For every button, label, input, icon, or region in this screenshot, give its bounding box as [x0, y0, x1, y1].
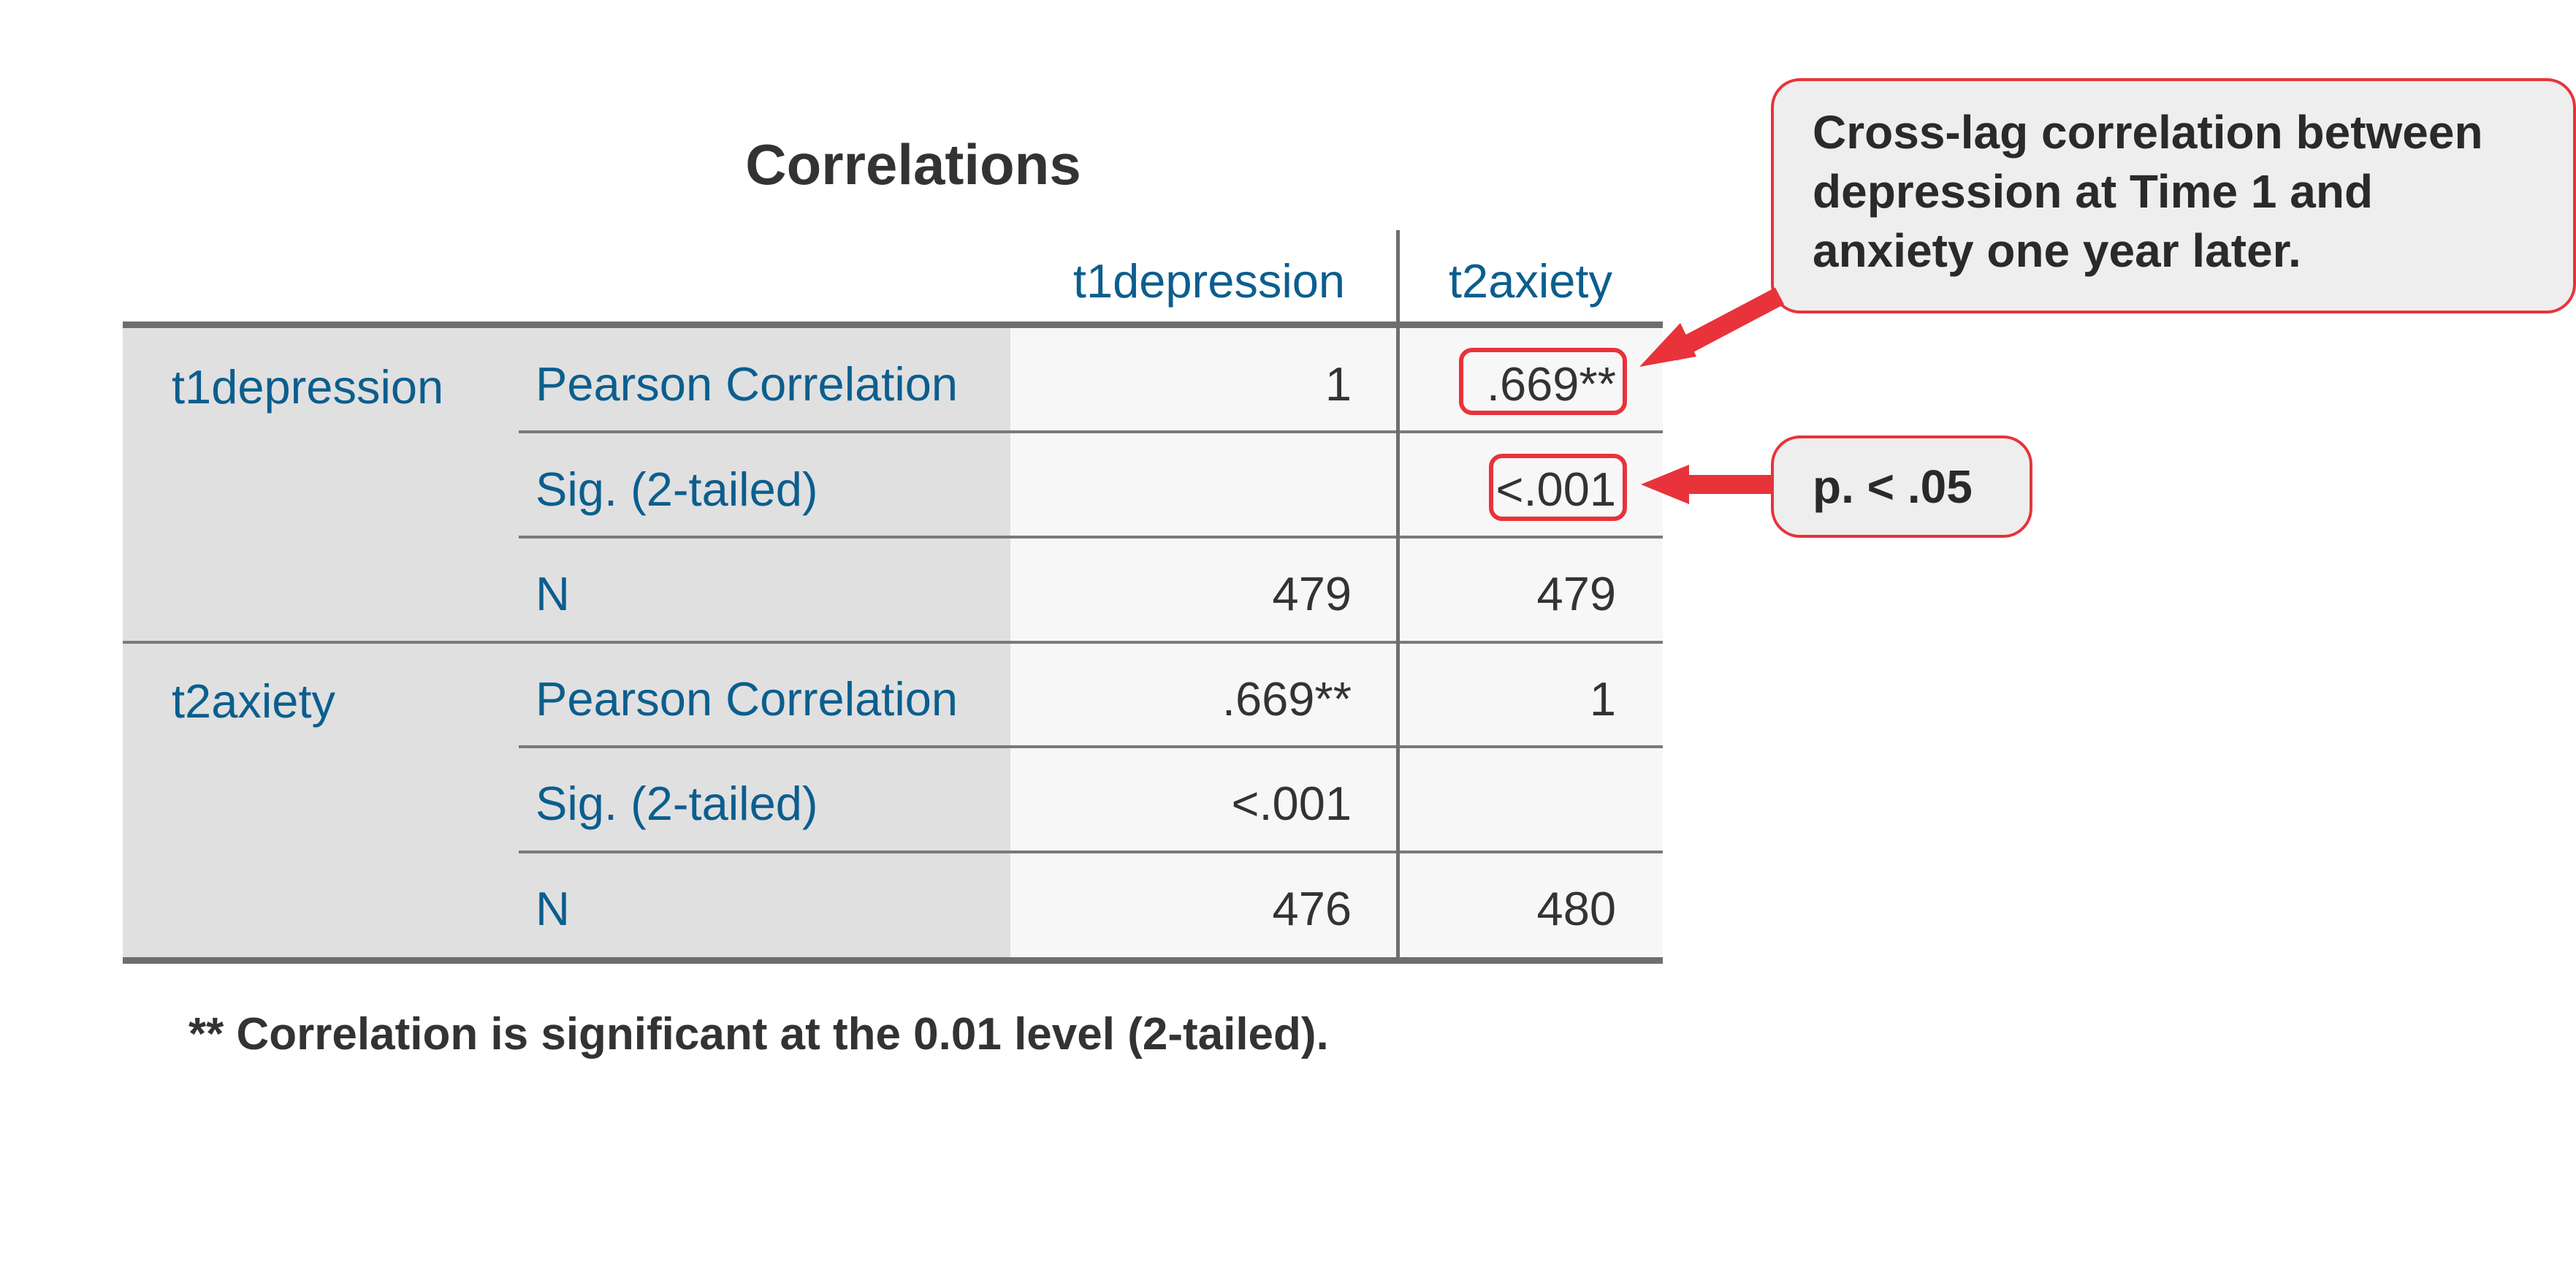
- value-cell: 1: [1589, 672, 1616, 726]
- column-header-t1depression: t1depression: [1072, 254, 1346, 308]
- row-divider: [519, 430, 1663, 433]
- callout-text: p. < .05: [1813, 460, 1973, 513]
- stat-label-n: N: [536, 567, 570, 620]
- value-cell: <.001: [1495, 463, 1616, 516]
- table-footnote: ** Correlation is significant at the 0.0…: [188, 1009, 1329, 1059]
- row-divider: [519, 536, 1663, 539]
- arrow-to-correlation: [1639, 287, 1785, 367]
- column-header-t2axiety: t2axiety: [1448, 254, 1612, 308]
- group-divider: [123, 641, 1663, 644]
- row-divider: [519, 745, 1663, 748]
- callout-line: Cross-lag correlation between: [1813, 106, 2483, 159]
- callout-cross-lag: Cross-lag correlation between depression…: [1771, 78, 2576, 313]
- arrow-to-significance: [1641, 465, 1772, 504]
- highlight-box-significance: [1489, 454, 1627, 521]
- column-divider: [1396, 230, 1400, 957]
- value-cell: .669**: [1486, 357, 1616, 411]
- callout-line: depression at Time 1 and: [1813, 165, 2374, 218]
- highlight-box-correlation: [1459, 348, 1627, 415]
- value-cell: <.001: [1231, 777, 1352, 830]
- callout-line: anxiety one year later.: [1813, 224, 2301, 277]
- table-title: Correlations: [745, 132, 1081, 197]
- stat-label-sig: Sig. (2-tailed): [536, 777, 818, 830]
- row-variable-t1depression: t1depression: [172, 360, 444, 414]
- value-cell: 480: [1536, 882, 1616, 935]
- row-variable-t2axiety: t2axiety: [172, 674, 336, 728]
- bottom-rule: [123, 957, 1663, 964]
- value-cell: 1: [1325, 357, 1352, 411]
- stat-label-n: N: [536, 882, 570, 935]
- value-cell: 479: [1272, 567, 1352, 620]
- header-rule: [123, 321, 1663, 328]
- stat-label-pearson: Pearson Correlation: [536, 672, 959, 726]
- value-cell: .669**: [1222, 672, 1352, 726]
- value-cell: 476: [1272, 882, 1352, 935]
- row-divider: [519, 851, 1663, 853]
- stat-label-pearson: Pearson Correlation: [536, 357, 959, 411]
- stat-label-sig: Sig. (2-tailed): [536, 463, 818, 516]
- value-cell: 479: [1536, 567, 1616, 620]
